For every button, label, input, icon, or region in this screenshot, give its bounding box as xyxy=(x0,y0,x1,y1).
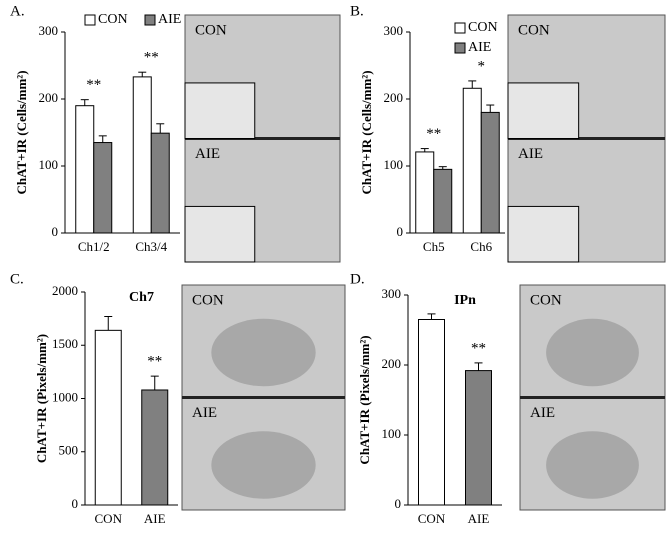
panel-label: B. xyxy=(350,3,364,19)
image-label: CON xyxy=(518,22,550,38)
panel-label: C. xyxy=(10,271,24,287)
legend-label: CON xyxy=(98,12,128,27)
error-bar xyxy=(474,362,483,371)
bar xyxy=(132,76,152,234)
y-tick-label: 0 xyxy=(52,224,59,239)
significance: ** xyxy=(86,77,101,93)
tissue xyxy=(211,318,316,387)
x-tick-label: Ch1/2 xyxy=(78,239,110,254)
error-bar xyxy=(468,80,477,89)
y-tick-label: 200 xyxy=(384,90,404,105)
panel-label: D. xyxy=(350,271,365,287)
image-label: AIE xyxy=(518,146,543,162)
image-label: AIE xyxy=(192,405,217,421)
bar xyxy=(415,151,435,234)
y-tick-label: 300 xyxy=(382,286,402,301)
inset xyxy=(184,82,256,140)
error-bar xyxy=(156,123,165,134)
tissue xyxy=(546,431,639,499)
significance: ** xyxy=(147,354,162,370)
error-bar xyxy=(486,104,495,113)
significance: ** xyxy=(144,50,159,66)
x-tick-label: Ch3/4 xyxy=(135,239,167,254)
significance: ** xyxy=(471,340,486,356)
x-tick-label: AIE xyxy=(468,511,490,526)
x-tick-label: Ch5 xyxy=(423,239,445,254)
legend-swatch xyxy=(454,22,466,34)
image-label: AIE xyxy=(195,146,220,162)
y-axis-label: ChAT+IR (Cells/mm²) xyxy=(359,70,374,194)
bar xyxy=(141,389,169,506)
y-tick-label: 100 xyxy=(39,157,59,172)
x-tick-label: Ch6 xyxy=(470,239,492,254)
y-tick-label: 0 xyxy=(395,496,402,511)
bar xyxy=(94,329,122,506)
error-bar xyxy=(98,135,107,143)
y-tick-label: 1500 xyxy=(52,336,78,351)
bar xyxy=(465,370,492,506)
bar xyxy=(150,132,170,234)
y-tick-label: 2000 xyxy=(52,283,78,298)
chart-title: IPn xyxy=(454,293,476,308)
y-tick-label: 0 xyxy=(397,224,404,239)
y-tick-label: 200 xyxy=(39,90,59,105)
image-label: CON xyxy=(192,292,224,308)
significance: ** xyxy=(426,126,441,142)
image-label: CON xyxy=(195,22,227,38)
image-label: AIE xyxy=(530,405,555,421)
x-tick-label: AIE xyxy=(144,511,166,526)
error-bar xyxy=(427,313,436,320)
bar xyxy=(418,319,445,506)
bar xyxy=(433,168,453,234)
y-axis-label: ChAT+IR (Pixels/mm²) xyxy=(357,335,372,464)
panel-label: A. xyxy=(10,3,25,19)
tissue xyxy=(211,431,316,499)
error-bar xyxy=(438,166,447,170)
y-axis-label: ChAT+IR (Pixels/mm²) xyxy=(34,334,49,463)
bar xyxy=(462,87,482,234)
legend-label: AIE xyxy=(158,12,181,27)
legend-swatch xyxy=(144,14,156,26)
legend-label: CON xyxy=(468,20,498,35)
tissue xyxy=(546,318,639,387)
y-tick-label: 0 xyxy=(72,496,79,511)
image-label: CON xyxy=(530,292,562,308)
y-tick-label: 100 xyxy=(382,426,402,441)
legend-swatch xyxy=(454,42,466,54)
legend-swatch xyxy=(84,14,96,26)
bar xyxy=(93,142,113,234)
significance: * xyxy=(478,58,486,74)
inset xyxy=(507,82,580,140)
bar xyxy=(480,111,500,234)
y-axis-label: ChAT+IR (Cells/mm²) xyxy=(14,70,29,194)
x-tick-label: CON xyxy=(418,511,446,526)
bar xyxy=(75,105,95,234)
error-bar xyxy=(420,148,429,152)
chart-title: Ch7 xyxy=(129,290,154,305)
error-bar xyxy=(80,99,89,106)
y-tick-label: 200 xyxy=(382,356,402,371)
y-tick-label: 300 xyxy=(39,23,59,38)
y-tick-label: 1000 xyxy=(52,389,78,404)
error-bar xyxy=(138,71,147,77)
y-tick-label: 300 xyxy=(384,23,404,38)
error-bar xyxy=(150,375,159,390)
y-tick-label: 500 xyxy=(59,443,79,458)
legend-label: AIE xyxy=(468,40,491,55)
x-tick-label: CON xyxy=(95,511,123,526)
inset xyxy=(507,205,580,263)
inset xyxy=(184,205,256,263)
error-bar xyxy=(104,315,113,331)
y-tick-label: 100 xyxy=(384,157,404,172)
